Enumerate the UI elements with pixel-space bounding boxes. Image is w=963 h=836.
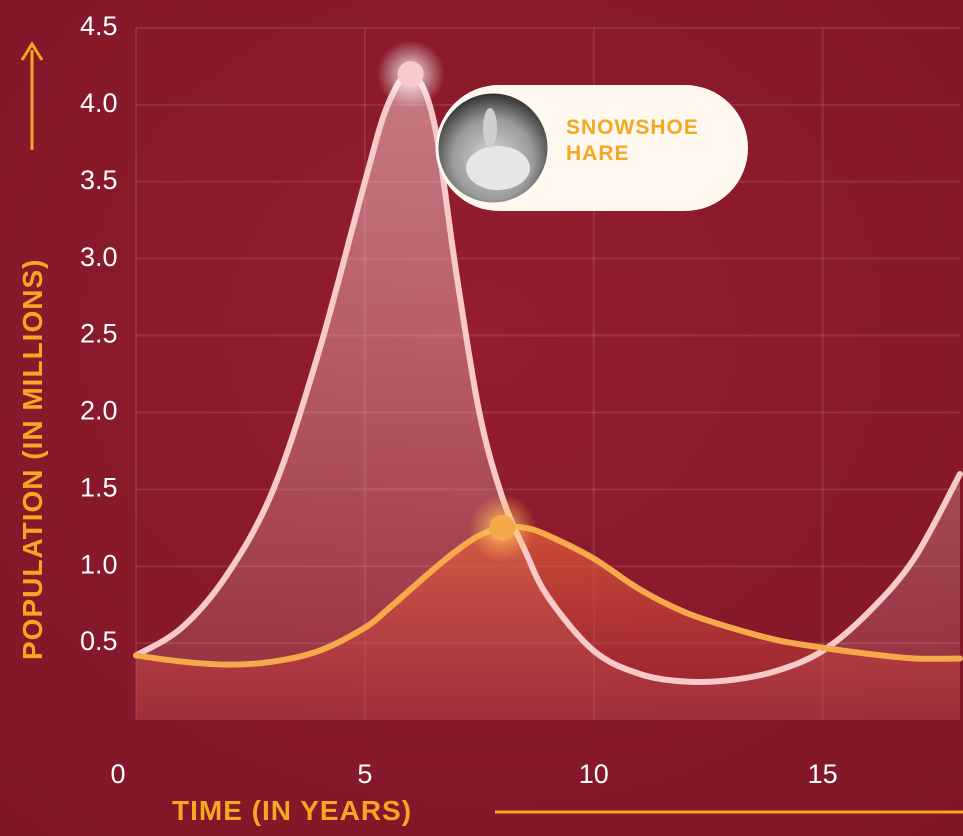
x-axis-title: TIME (IN YEARS): [172, 795, 412, 826]
x-tick-label: 10: [579, 759, 609, 789]
y-tick-label: 1.5: [80, 472, 118, 502]
badge-label-box: SNOWSHOE HARE: [566, 115, 736, 195]
chart: 0.5 1.0 1.5 2.0 2.5 3.0 3.5 4.0 4.5 0 5 10 15 POPULA…: [0, 0, 963, 836]
y-tick-label: 0.5: [80, 626, 118, 656]
y-tick-label: 3.5: [80, 165, 118, 195]
series-badge: SNOWSHOE HARE: [436, 85, 748, 211]
peak-dot: [489, 515, 515, 541]
y-tick-label: 2.5: [80, 319, 118, 349]
y-axis-title: POPULATION (IN MILLIONS): [17, 259, 48, 660]
y-tick-label: 3.0: [80, 242, 118, 272]
y-tick-label: 1.0: [80, 549, 118, 579]
x-tick-label: 15: [808, 759, 838, 789]
x-tick-label: 0: [110, 759, 125, 789]
hare-ear: [483, 108, 497, 148]
peak-dot: [398, 61, 424, 87]
badge-label: SNOWSHOE HARE: [566, 115, 716, 167]
y-tick-label: 4.5: [80, 11, 118, 41]
y-tick-label: 4.0: [80, 88, 118, 118]
hare-body: [466, 146, 530, 190]
x-tick-label: 5: [357, 759, 372, 789]
y-tick-label: 2.0: [80, 396, 118, 426]
